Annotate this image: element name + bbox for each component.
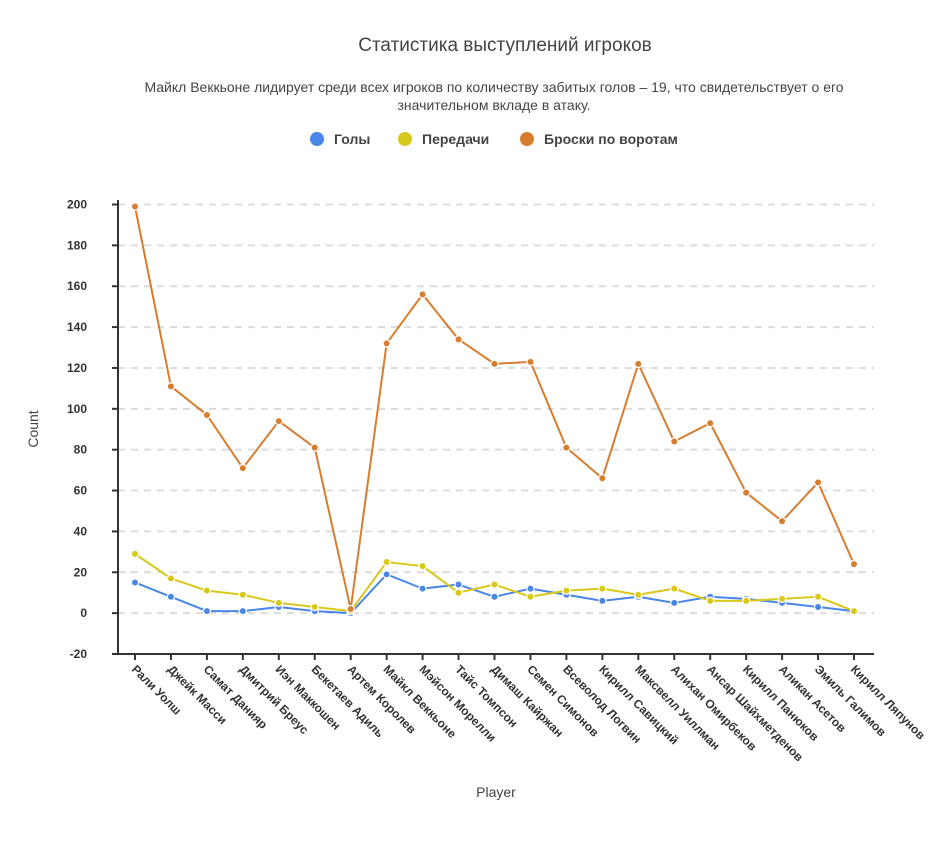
data-point[interactable] <box>634 590 643 599</box>
series-1 <box>130 549 859 616</box>
legend-item-assists[interactable]: Передачи <box>398 131 489 147</box>
data-point[interactable] <box>202 410 212 420</box>
data-point[interactable] <box>418 290 427 299</box>
data-point[interactable] <box>598 596 607 606</box>
data-point[interactable] <box>346 604 355 614</box>
y-tick-label: 160 <box>67 279 87 293</box>
data-point[interactable] <box>741 488 751 497</box>
y-tick-label: 40 <box>74 524 88 538</box>
data-point[interactable] <box>526 584 535 593</box>
y-tick-label: 20 <box>74 565 88 579</box>
series-2 <box>130 202 859 614</box>
data-point[interactable] <box>562 586 571 595</box>
legend-label-goals: Голы <box>334 131 370 147</box>
data-point[interactable] <box>202 586 212 595</box>
data-point[interactable] <box>670 437 679 446</box>
data-point[interactable] <box>454 580 463 589</box>
data-point[interactable] <box>130 578 140 587</box>
data-point[interactable] <box>777 594 787 604</box>
data-point[interactable] <box>813 602 823 612</box>
y-tick-label: 180 <box>67 238 87 252</box>
data-point[interactable] <box>526 357 535 367</box>
data-point[interactable] <box>741 596 751 606</box>
data-point[interactable] <box>382 570 391 579</box>
data-point[interactable] <box>598 584 607 593</box>
data-point[interactable] <box>562 443 571 452</box>
legend-label-shots: Броски по воротам <box>544 131 678 147</box>
legend-marker-assists <box>398 132 412 146</box>
data-point[interactable] <box>130 202 140 211</box>
data-point[interactable] <box>454 335 463 344</box>
data-point[interactable] <box>310 443 319 452</box>
data-point[interactable] <box>310 602 319 612</box>
data-point[interactable] <box>670 598 679 608</box>
y-tick-label: 200 <box>67 198 87 212</box>
legend-marker-goals <box>310 132 324 146</box>
y-tick-label: 0 <box>80 606 87 620</box>
data-point[interactable] <box>238 463 248 473</box>
data-point[interactable] <box>130 549 140 559</box>
y-tick-label: 80 <box>74 443 88 457</box>
chart-subtitle-line-1: Майкл Веккьоне лидирует среди всех игрок… <box>144 79 843 95</box>
grid <box>118 203 874 615</box>
chart-title: Статистика выступлений игроков <box>358 35 652 56</box>
data-point[interactable] <box>849 606 859 616</box>
y-tick-label: -20 <box>70 647 88 661</box>
x-tick-label: Самат Данияр <box>201 662 270 731</box>
data-point[interactable] <box>670 584 679 593</box>
y-tick-label: 60 <box>74 484 88 498</box>
data-point[interactable] <box>166 592 176 601</box>
chart-subtitle-line-2: значительном вкладе в атаку. <box>398 97 591 113</box>
data-point[interactable] <box>526 592 535 601</box>
data-point[interactable] <box>813 478 823 487</box>
series-line <box>134 206 855 611</box>
y-tick-label: 100 <box>67 402 87 416</box>
x-axis-title: Player <box>476 784 516 800</box>
data-point[interactable] <box>382 339 391 348</box>
data-point[interactable] <box>490 580 499 589</box>
data-point[interactable] <box>274 416 283 426</box>
data-point[interactable] <box>706 596 715 606</box>
y-axis-ticks: -20 0 20 40 60 80 100 120 140 160 180 200 <box>67 198 118 661</box>
data-point[interactable] <box>813 592 823 601</box>
data-point[interactable] <box>849 559 859 569</box>
data-point[interactable] <box>418 561 427 571</box>
data-point[interactable] <box>490 592 499 601</box>
data-point[interactable] <box>490 359 499 369</box>
data-point[interactable] <box>166 382 176 391</box>
series-layer <box>130 202 859 618</box>
y-tick-label: 140 <box>67 320 87 334</box>
data-point[interactable] <box>202 606 212 616</box>
data-point[interactable] <box>777 516 787 526</box>
legend: Голы Передачи Броски по воротам <box>310 131 678 147</box>
data-point[interactable] <box>274 598 283 608</box>
data-point[interactable] <box>238 590 248 599</box>
data-point[interactable] <box>454 588 463 597</box>
data-point[interactable] <box>634 359 643 369</box>
x-tick-label: Тайс Томпсон <box>452 662 520 730</box>
data-point[interactable] <box>166 574 176 583</box>
y-axis-title: Count <box>25 410 41 447</box>
data-point[interactable] <box>238 606 248 616</box>
legend-item-goals[interactable]: Голы <box>310 131 370 147</box>
data-point[interactable] <box>382 557 391 567</box>
legend-label-assists: Передачи <box>422 131 489 147</box>
data-point[interactable] <box>418 584 427 593</box>
y-tick-label: 120 <box>67 361 87 375</box>
legend-marker-shots <box>520 132 534 146</box>
legend-item-shots[interactable]: Броски по воротам <box>520 131 678 147</box>
data-point[interactable] <box>598 474 607 483</box>
data-point[interactable] <box>706 418 715 428</box>
